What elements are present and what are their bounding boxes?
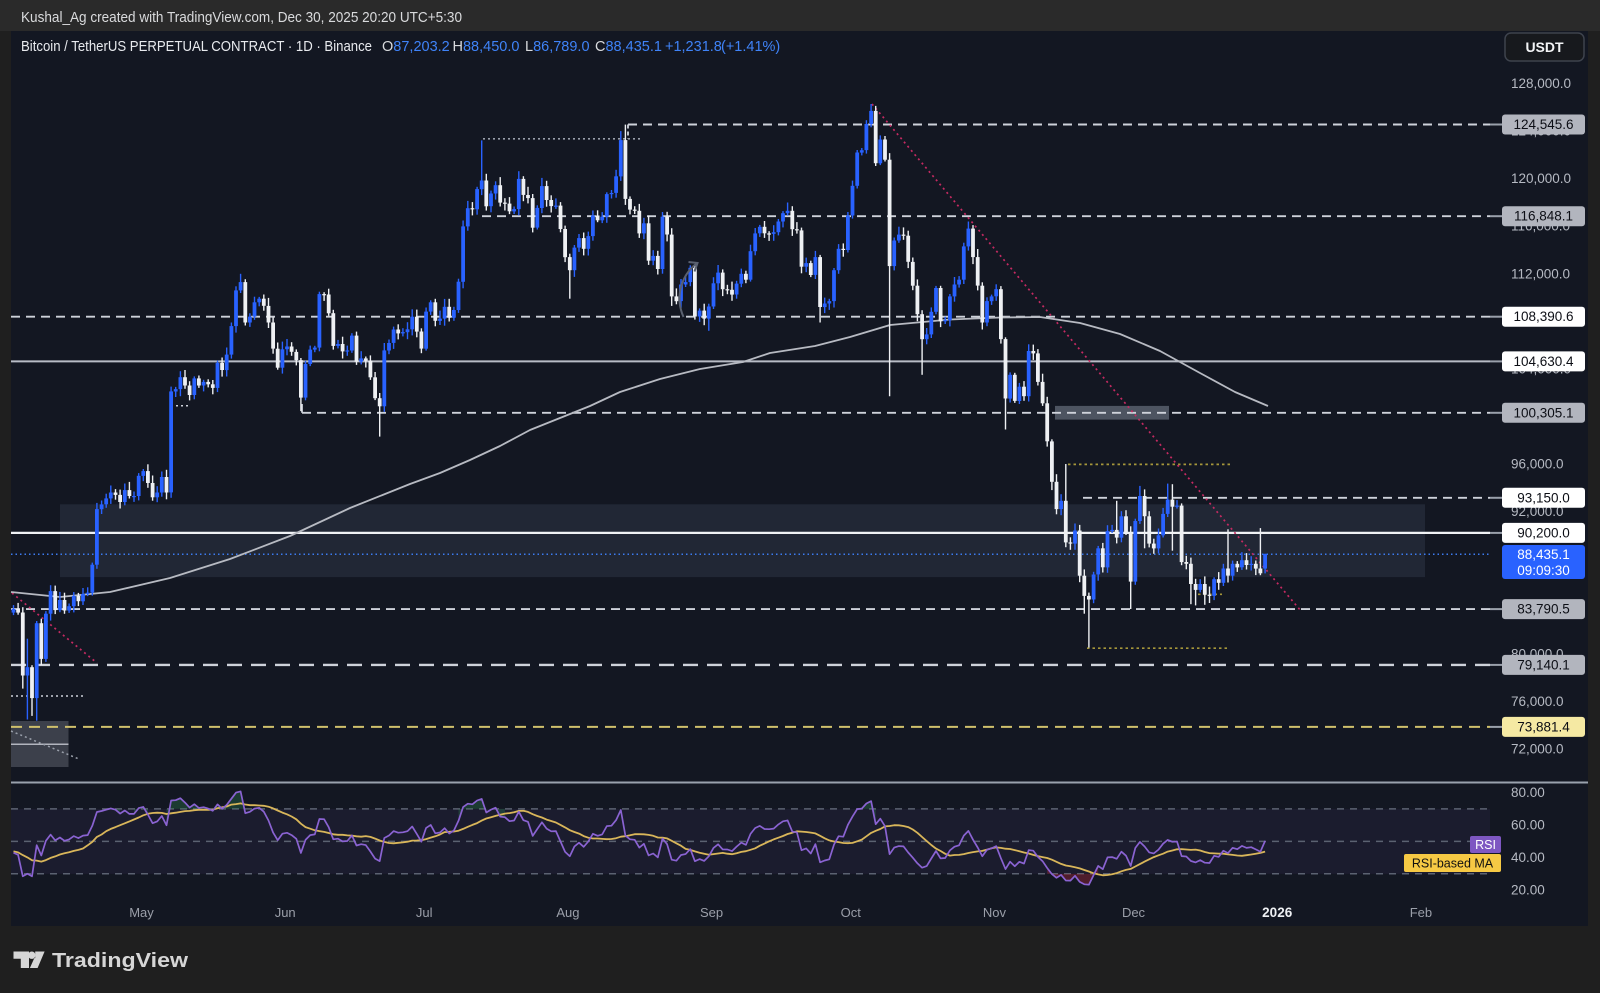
svg-text:Aug: Aug (556, 905, 579, 920)
svg-text:USDT: USDT (1525, 39, 1564, 55)
svg-text:96,000.0: 96,000.0 (1511, 457, 1564, 472)
svg-text:88,435.1: 88,435.1 (1517, 547, 1570, 562)
svg-text:79,140.1: 79,140.1 (1517, 657, 1570, 672)
svg-text:May: May (129, 905, 154, 920)
svg-text:RSI-based MA: RSI-based MA (1412, 857, 1494, 871)
svg-text:Dec: Dec (1122, 905, 1146, 920)
svg-text:TradingView: TradingView (52, 949, 188, 972)
svg-text:09:09:30: 09:09:30 (1517, 563, 1570, 578)
svg-text:Kushal_Ag created with Trading: Kushal_Ag created with TradingView.com, … (21, 9, 462, 26)
svg-text:Feb: Feb (1410, 905, 1432, 920)
svg-text:60.00: 60.00 (1511, 818, 1545, 833)
svg-text:73,881.4: 73,881.4 (1517, 719, 1570, 734)
svg-text:80.00: 80.00 (1511, 785, 1545, 800)
svg-text:40.00: 40.00 (1511, 850, 1545, 865)
svg-text:Oct: Oct (841, 905, 862, 920)
svg-text:116,848.1: 116,848.1 (1514, 209, 1573, 224)
svg-text:100,305.1: 100,305.1 (1513, 405, 1573, 420)
svg-text:Nov: Nov (983, 905, 1007, 920)
svg-text:104,630.4: 104,630.4 (1513, 354, 1574, 369)
svg-text:20.00: 20.00 (1511, 883, 1545, 898)
svg-text:Jun: Jun (275, 905, 296, 920)
svg-text:2026: 2026 (1262, 905, 1293, 920)
svg-text:Bitcoin / TetherUS PERPETUAL C: Bitcoin / TetherUS PERPETUAL CONTRACT · … (21, 38, 372, 55)
svg-text:90,200.0: 90,200.0 (1517, 525, 1570, 540)
svg-text:124,545.6: 124,545.6 (1513, 117, 1573, 132)
svg-text:108,390.6: 108,390.6 (1513, 309, 1573, 324)
svg-text:72,000.0: 72,000.0 (1511, 742, 1564, 757)
svg-text:RSI: RSI (1475, 838, 1496, 852)
svg-text:112,000.0: 112,000.0 (1511, 266, 1570, 281)
svg-text:Sep: Sep (700, 905, 723, 920)
svg-text:93,150.0: 93,150.0 (1517, 490, 1570, 505)
svg-text:128,000.0: 128,000.0 (1511, 76, 1571, 91)
svg-text:83,790.5: 83,790.5 (1517, 602, 1570, 617)
svg-text:76,000.0: 76,000.0 (1511, 694, 1564, 709)
svg-text:120,000.0: 120,000.0 (1511, 171, 1571, 186)
svg-text:Jul: Jul (416, 905, 433, 920)
